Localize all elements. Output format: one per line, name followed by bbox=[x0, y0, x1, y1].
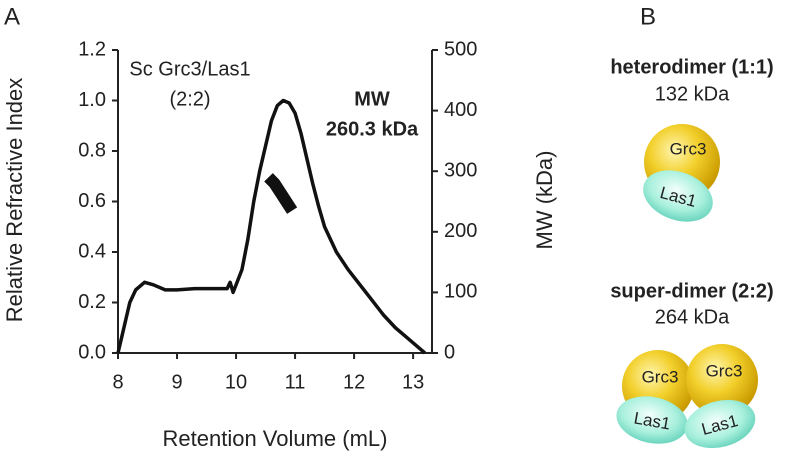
annotation: 260.3 kDa bbox=[326, 118, 419, 140]
panel-label: B bbox=[640, 3, 656, 30]
panel-label: A bbox=[4, 3, 20, 30]
y2-tick-label: 200 bbox=[444, 220, 477, 242]
subunit-label: Grc3 bbox=[670, 139, 707, 158]
y2-tick-label: 0 bbox=[444, 341, 455, 363]
diagram-mass: 132 kDa bbox=[655, 83, 730, 105]
y-tick-label: 1.2 bbox=[78, 38, 106, 60]
diagram-title: super-dimer (2:2) bbox=[610, 280, 773, 302]
y2-tick-label: 100 bbox=[444, 281, 477, 303]
diagram: heterodimer (1:1) 132 kDa Grc3 Las1 supe… bbox=[610, 56, 774, 449]
annotation: (2:2) bbox=[169, 88, 210, 110]
x-tick-label: 11 bbox=[285, 371, 306, 393]
x-tick-label: 8 bbox=[112, 371, 123, 393]
subunit-label: Grc3 bbox=[706, 361, 743, 380]
y2-tick-label: 400 bbox=[444, 99, 477, 121]
x-tick-label: 12 bbox=[343, 371, 365, 393]
diagram-mass: 264 kDa bbox=[655, 306, 730, 328]
las1-subunit bbox=[684, 399, 756, 449]
y2-tick-label: 300 bbox=[444, 159, 477, 181]
y2-axis-label: MW (kDa) bbox=[532, 151, 557, 250]
y-tick-label: 0.6 bbox=[78, 190, 106, 212]
las1-subunit bbox=[616, 396, 688, 444]
y2-tick-label: 500 bbox=[444, 38, 477, 60]
y-tick-label: 0.0 bbox=[78, 341, 106, 363]
mw-trace bbox=[264, 173, 298, 214]
x-tick-label: 9 bbox=[171, 371, 182, 393]
ri-trace bbox=[116, 98, 427, 355]
y-tick-label: 0.2 bbox=[78, 291, 106, 313]
x-tick-label: 10 bbox=[225, 371, 247, 393]
annotation: Sc Grc3/Las1 bbox=[129, 58, 250, 80]
subunit-label: Grc3 bbox=[642, 367, 679, 386]
x-axis-label: Retention Volume (mL) bbox=[163, 426, 388, 451]
y-tick-label: 0.8 bbox=[78, 139, 106, 161]
diagram-title: heterodimer (1:1) bbox=[610, 56, 773, 78]
y-tick-label: 0.4 bbox=[78, 240, 106, 262]
y-tick-label: 1.0 bbox=[78, 89, 106, 111]
x-tick-label: 13 bbox=[402, 371, 424, 393]
grc3-subunit bbox=[686, 344, 758, 416]
las1-subunit bbox=[643, 170, 713, 222]
annotation: MW bbox=[354, 88, 390, 110]
y-axis-label: Relative Refractive Index bbox=[2, 78, 27, 323]
